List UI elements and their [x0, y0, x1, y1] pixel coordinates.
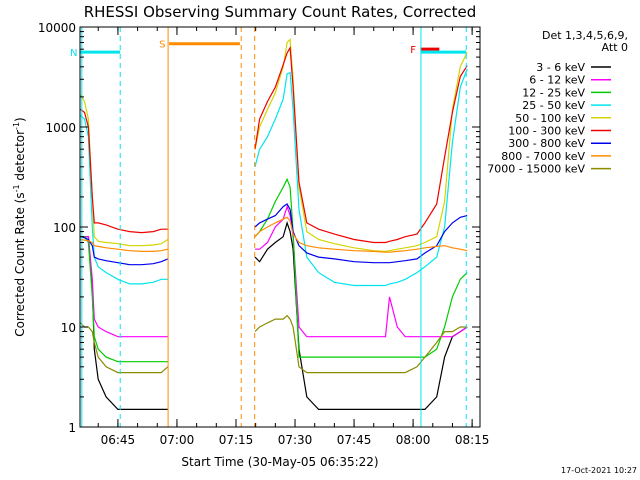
chart-title: RHESSI Observing Summary Count Rates, Co…: [84, 3, 477, 21]
legend-label-1: 3 - 6 keV: [536, 61, 585, 74]
legend-label-4: 25 - 50 keV: [522, 99, 585, 112]
legend-label-7: 300 - 800 keV: [508, 137, 585, 150]
flag-label-f: F: [410, 45, 416, 56]
series-line-8-part-1: [80, 238, 168, 252]
y-axis-label: Corrected Count Rate (s-1 detector-1): [12, 117, 27, 336]
x-tick-label-6: 08:00: [396, 433, 431, 447]
series-line-9-part-1: [80, 322, 169, 374]
series-line-1-part-2: [254, 220, 468, 410]
series-line-6-part-2: [254, 45, 468, 244]
series-line-5-part-1: [79, 94, 169, 247]
series-line-7-part-1: [80, 236, 169, 266]
legend-label-3: 12 - 25 keV: [522, 86, 585, 99]
legend-header-attenuator: Att 0: [602, 41, 628, 54]
footer-date: 17-Oct-2021 10:27: [561, 466, 637, 475]
x-tick-label-2: 07:00: [160, 433, 195, 447]
series-line-4-part-2: [254, 68, 468, 287]
legend-label-2: 6 - 12 keV: [529, 74, 585, 87]
series-line-5-part-2: [254, 38, 468, 253]
series-line-8-part-2: [254, 216, 468, 253]
legend-label-6: 100 - 300 keV: [508, 125, 585, 138]
y-axis: 1 10 100 1000 10000: [38, 21, 480, 435]
y-tick-label-3: 100: [53, 221, 76, 235]
y-tick-label-1: 1: [68, 421, 76, 435]
flag-label-s: S: [159, 40, 165, 51]
y-tick-label-5: 10000: [38, 21, 76, 35]
x-tick-label-5: 07:45: [337, 433, 372, 447]
series-line-7-part-2: [254, 203, 468, 264]
flag-label-n: N: [70, 48, 77, 59]
series-line-9-part-2: [254, 314, 468, 374]
y-tick-label-2: 10: [61, 321, 76, 335]
legend-label-8: 800 - 7000 keV: [501, 150, 585, 163]
series-line-6-part-1: [80, 108, 168, 234]
y-tick-label-4: 1000: [45, 121, 76, 135]
x-tick-label-1: 06:45: [101, 433, 136, 447]
series-line-2-part-1: [80, 236, 168, 338]
legend-header-detectors: Det 1,3,4,5,6,9,: [542, 29, 628, 42]
x-axis-label: Start Time (30-May-05 06:35:22): [181, 455, 378, 469]
legend-label-9: 7000 - 15000 keV: [487, 163, 585, 176]
x-tick-label-4: 07:30: [278, 433, 313, 447]
legend-label-5: 50 - 100 keV: [515, 112, 585, 125]
x-tick-label-3: 07:15: [219, 433, 254, 447]
series-line-3-part-1: [80, 236, 168, 363]
x-axis: 06:45 07:00 07:15 07:30 07:45 08:00 08:15: [97, 27, 490, 447]
series-layer: [79, 38, 468, 410]
flag-layer: NS F: [70, 40, 467, 59]
x-tick-label-7: 08:15: [455, 433, 490, 447]
series-line-3-part-2: [254, 177, 468, 358]
